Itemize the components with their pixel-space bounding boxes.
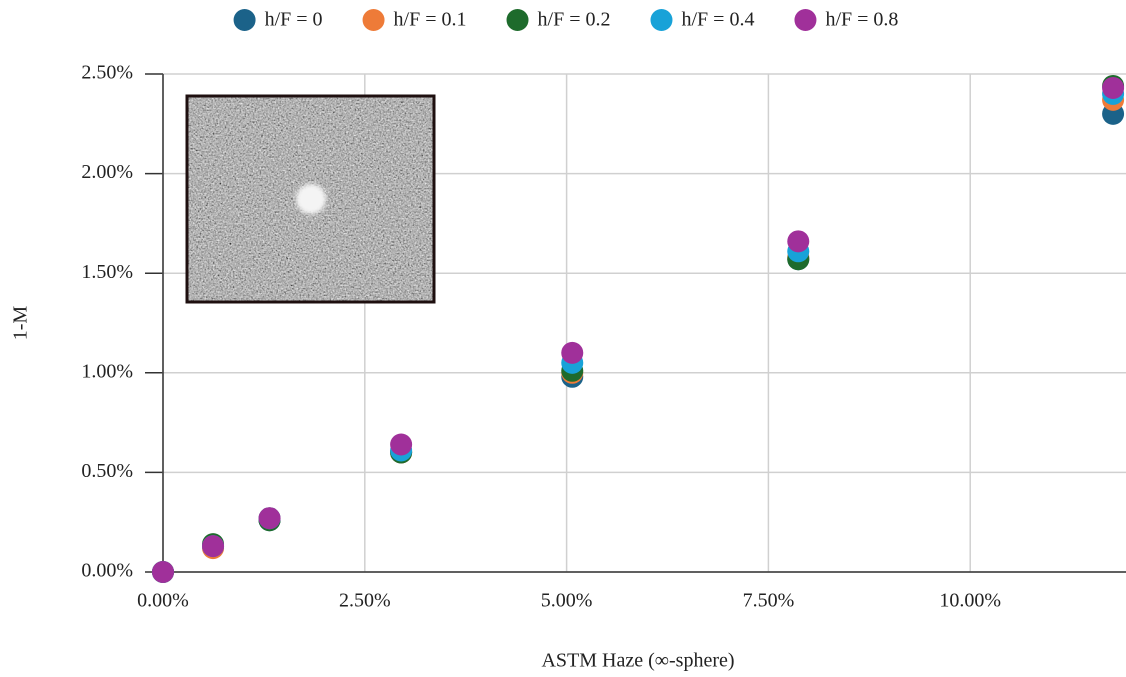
x-tick-label: 5.00% [541, 590, 593, 612]
y-tick-label: 2.50% [81, 62, 133, 84]
y-tick-label: 1.50% [81, 261, 133, 283]
legend-marker [507, 9, 529, 31]
legend-label: h/F = 0.8 [825, 9, 898, 31]
chart: ASTM Haze (∞-sphere) 1-M 0.00% 0.50% 1.00%… [0, 0, 1126, 677]
y-axis-title: 1-M [10, 306, 32, 341]
y-tick-label: 0.50% [81, 460, 133, 482]
inset-image [187, 96, 434, 302]
legend-label: h/F = 0 [265, 9, 323, 31]
legend-marker [363, 9, 385, 31]
scatter-point [152, 561, 174, 583]
legend-label: h/F = 0.1 [394, 9, 467, 31]
y-tick-label: 2.00% [81, 161, 133, 183]
x-axis-title: ASTM Haze (∞-sphere) [541, 650, 734, 672]
scatter-point [202, 535, 224, 557]
y-tick-label: 0.00% [81, 560, 133, 582]
legend-label: h/F = 0.2 [538, 9, 611, 31]
legend-marker [234, 9, 256, 31]
legend-label: h/F = 0.4 [681, 9, 754, 31]
scatter-point [1102, 77, 1124, 99]
scatter-point [787, 230, 809, 252]
x-tick-label: 2.50% [339, 590, 391, 612]
scatter-point [259, 507, 281, 529]
legend-marker [794, 9, 816, 31]
legend-marker [650, 9, 672, 31]
x-tick-label: 7.50% [743, 590, 795, 612]
x-tick-label: 10.00% [939, 590, 1001, 612]
legend: h/F = 0 h/F = 0.1 h/F = 0.2 h/F = 0.4 h/F = … [234, 9, 899, 31]
x-tick-label: 0.00% [137, 590, 189, 612]
scatter-point [561, 342, 583, 364]
y-tick-label: 1.00% [81, 360, 133, 382]
scatter-point [390, 434, 412, 456]
